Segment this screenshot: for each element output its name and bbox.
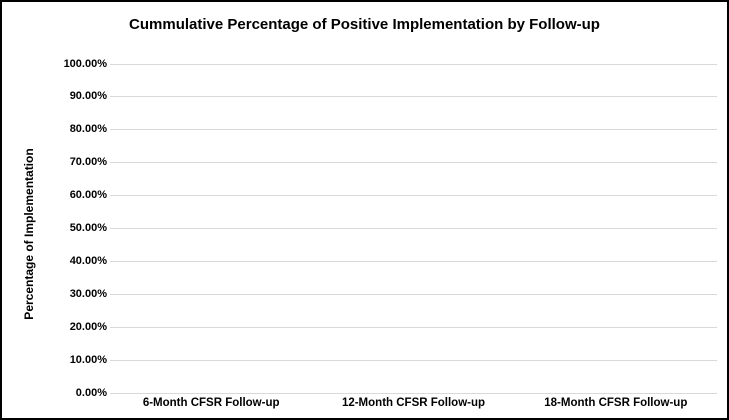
gridline [110, 162, 717, 164]
gridline [110, 359, 717, 361]
x-axis-category-label: 18-Month CFSR Follow-up [544, 397, 688, 409]
y-axis-tick-label: 80.00% [69, 123, 107, 136]
y-axis-tick-label: 30.00% [69, 287, 107, 300]
gridline [110, 293, 717, 295]
y-axis-tick-label: 40.00% [69, 254, 107, 267]
y-axis-tick-label: 90.00% [69, 90, 107, 103]
gridline [110, 129, 717, 131]
x-axis-category-label: 6-Month CFSR Follow-up [142, 397, 280, 409]
gridline [110, 326, 717, 328]
y-axis-tick-label: 70.00% [69, 156, 107, 169]
gridline [110, 195, 717, 197]
y-axis-tick-label: 20.00% [69, 320, 107, 333]
gridline [110, 96, 717, 98]
chart-title: Cummulative Percentage of Positive Imple… [129, 16, 600, 33]
x-axis-category-labels: 6-Month CFSR Follow-up 12-Month CFSR Foll… [110, 396, 717, 410]
gridline [110, 392, 717, 394]
y-axis-tick-label: 100.00% [63, 57, 107, 70]
y-axis-tick-label: 0.00% [75, 386, 107, 399]
gridline [110, 63, 717, 65]
y-axis-tick-label: 50.00% [69, 222, 107, 234]
y-axis-tick-label: 10.00% [69, 353, 107, 366]
gridline [110, 228, 717, 229]
gridline [110, 260, 717, 262]
y-axis-tick-labels: 0.00% 10.00% 20.00% 30.00% 40.00% 50.00% 60.00… [2, 58, 107, 399]
y-axis-tick-label: 60.00% [69, 189, 107, 202]
x-axis-category-label: 12-Month CFSR Follow-up [341, 397, 486, 409]
plot-area [110, 63, 717, 394]
